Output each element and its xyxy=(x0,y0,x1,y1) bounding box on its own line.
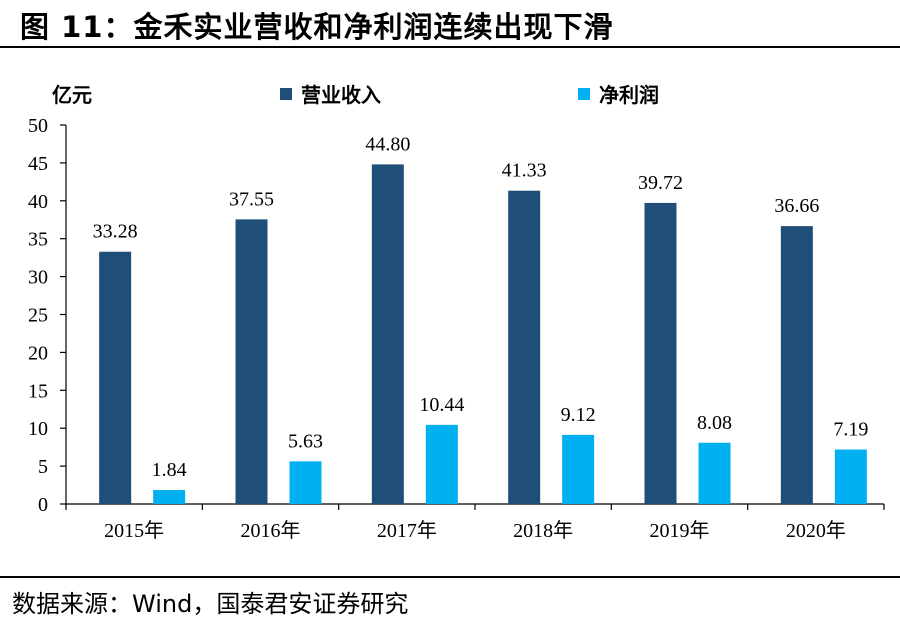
y-tick-label: 30 xyxy=(28,267,48,289)
legend: 营业收入 净利润 xyxy=(280,83,659,107)
y-tick-label: 40 xyxy=(28,191,48,213)
net-profit-data-label: 5.63 xyxy=(288,430,323,452)
x-tick-label: 2019年 xyxy=(650,519,710,542)
y-tick-label: 45 xyxy=(28,153,48,175)
x-tick-label: 2016年 xyxy=(241,519,301,542)
net-profit-data-label: 1.84 xyxy=(152,459,187,481)
x-tick-label: 2018年 xyxy=(513,519,573,542)
revenue-data-label: 41.33 xyxy=(502,160,547,182)
revenue-bar xyxy=(235,219,268,504)
legend-label-revenue: 营业收入 xyxy=(301,83,381,107)
net-profit-data-label: 8.08 xyxy=(697,412,732,434)
net-profit-bar xyxy=(289,461,322,504)
figure-title: 图 11：金禾实业营收和净利润连续出现下滑 xyxy=(20,10,614,44)
y-tick-label: 35 xyxy=(28,229,48,251)
data-labels: 33.28 37.55 44.80 41.33 39.72 36.66 1.84 5.63 10… xyxy=(93,133,869,481)
x-tick-label: 2020年 xyxy=(786,519,846,542)
x-tick-label: 2017年 xyxy=(377,519,437,542)
source-note: 数据来源：Wind，国泰君安证券研究 xyxy=(12,590,409,618)
revenue-bar xyxy=(99,251,132,504)
y-tick-label: 5 xyxy=(38,456,48,478)
y-tick-label: 20 xyxy=(28,342,48,364)
legend-label-net-profit: 净利润 xyxy=(599,83,659,107)
legend-swatch-revenue xyxy=(280,88,292,100)
net-profit-data-label: 9.12 xyxy=(561,404,596,426)
bar-chart: 0 5 10 15 20 25 30 35 40 45 50 2015年 2016年 2017年 2018… xyxy=(28,83,885,542)
net-profit-bar xyxy=(425,424,458,504)
revenue-bar xyxy=(644,202,677,504)
net-profit-bar xyxy=(834,449,867,504)
revenue-data-label: 39.72 xyxy=(638,172,683,194)
revenue-bar xyxy=(371,164,404,504)
y-tick-label: 50 xyxy=(28,115,48,137)
title-rule xyxy=(0,46,900,48)
revenue-bar xyxy=(508,190,541,504)
revenue-data-label: 44.80 xyxy=(365,133,410,155)
net-profit-data-label: 10.44 xyxy=(419,394,464,416)
y-axis-unit: 亿元 xyxy=(52,83,92,107)
y-tick-label: 10 xyxy=(28,418,48,440)
y-tick-label: 0 xyxy=(38,494,48,516)
net-profit-data-label: 7.19 xyxy=(833,418,868,440)
source-rule xyxy=(0,576,900,578)
net-profit-bar xyxy=(153,490,186,504)
revenue-data-label: 33.28 xyxy=(93,221,138,243)
revenue-data-label: 36.66 xyxy=(774,195,819,217)
x-axis: 2015年 2016年 2017年 2018年 2019年 2020年 xyxy=(65,503,885,542)
net-profit-bar xyxy=(698,442,731,504)
revenue-data-label: 37.55 xyxy=(229,188,274,210)
revenue-bar xyxy=(780,226,813,505)
y-tick-label: 25 xyxy=(28,305,48,327)
net-profit-bar xyxy=(562,434,595,504)
y-axis: 0 5 10 15 20 25 30 35 40 45 50 xyxy=(28,115,67,516)
bars xyxy=(99,164,867,505)
x-tick-label: 2015年 xyxy=(104,519,164,542)
y-tick-label: 15 xyxy=(28,380,48,402)
legend-swatch-net-profit xyxy=(578,88,590,100)
